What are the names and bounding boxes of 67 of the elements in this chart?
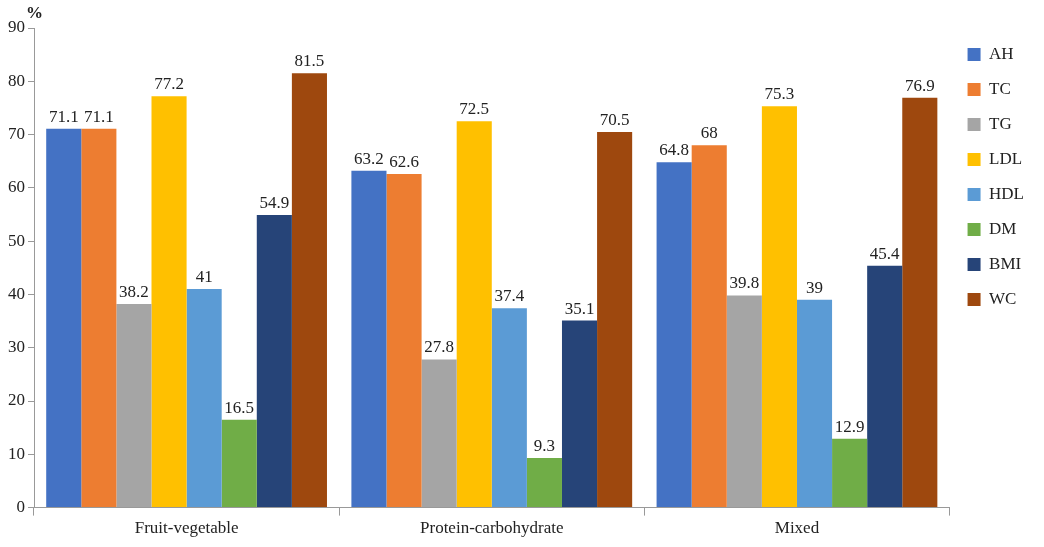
- data-label: 45.4: [869, 243, 901, 263]
- data-label: 63.2: [354, 148, 384, 168]
- bar: [456, 121, 492, 508]
- bar: [291, 73, 327, 508]
- x-tick-label: Mixed: [774, 518, 820, 538]
- bar: [867, 265, 903, 508]
- data-label: 77.2: [154, 74, 184, 94]
- data-label: 71.1: [83, 106, 114, 126]
- legend-label: HDL: [989, 183, 1025, 203]
- data-label: 68: [700, 123, 718, 143]
- data-label: 76.9: [904, 75, 935, 95]
- bar: [597, 131, 633, 508]
- bar: [186, 289, 222, 508]
- bar: [81, 128, 117, 508]
- data-label: 37.4: [494, 286, 525, 306]
- y-tick-label: 50: [8, 230, 25, 250]
- data-label: 9.3: [533, 436, 556, 456]
- bar: [46, 128, 82, 508]
- data-label: 38.2: [119, 282, 149, 302]
- bar: [761, 106, 797, 508]
- bar: [386, 174, 422, 508]
- legend-label: TC: [989, 78, 1011, 98]
- y-tick-label: 20: [8, 390, 25, 410]
- y-tick-label: 90: [8, 17, 25, 37]
- legend-label: BMI: [989, 253, 1022, 273]
- bar: [656, 162, 692, 508]
- x-tick-label: Protein-carbohydrate: [420, 518, 564, 538]
- data-label: 54.9: [259, 193, 290, 213]
- bar: [491, 308, 527, 508]
- legend-label: AH: [989, 43, 1014, 63]
- x-tick-label: Fruit-vegetable: [134, 518, 239, 538]
- bar: [561, 320, 598, 508]
- data-label: 41: [195, 267, 213, 287]
- data-label: 39: [806, 277, 824, 297]
- data-label: 12.9: [834, 416, 865, 436]
- y-tick-label: 60: [8, 177, 25, 197]
- data-label: 71.1: [48, 106, 79, 126]
- data-label: 16.5: [224, 397, 255, 417]
- y-tick-label: 30: [8, 337, 25, 357]
- data-label: 35.1: [564, 298, 595, 318]
- y-tick-label: 40: [8, 283, 25, 303]
- bar: [151, 96, 187, 508]
- data-label: 72.5: [459, 99, 490, 119]
- y-tick-label: 0: [16, 497, 25, 517]
- data-label: 81.5: [294, 51, 325, 71]
- bar: [526, 458, 562, 508]
- data-label: 39.8: [729, 273, 760, 293]
- bar: [256, 215, 292, 508]
- data-label: 62.6: [389, 151, 419, 171]
- bar: [691, 145, 727, 508]
- legend-label: LDL: [989, 148, 1023, 168]
- bar: [351, 170, 387, 508]
- legend-label: WC: [989, 288, 1017, 308]
- data-label: 70.5: [599, 109, 630, 129]
- y-tick-label: 70: [8, 124, 25, 144]
- bar: [902, 97, 938, 508]
- bar: [221, 419, 257, 508]
- data-label: 27.8: [424, 337, 455, 357]
- legend-label: DM: [989, 218, 1017, 238]
- data-label: 64.8: [659, 140, 690, 160]
- legend-label: TG: [989, 113, 1012, 133]
- y-tick-label: 10: [8, 443, 25, 463]
- data-label: 75.3: [764, 84, 795, 104]
- bar: [796, 299, 833, 508]
- y-axis-title: %: [26, 2, 43, 22]
- bar: [832, 438, 868, 508]
- y-tick-label: 80: [8, 70, 25, 90]
